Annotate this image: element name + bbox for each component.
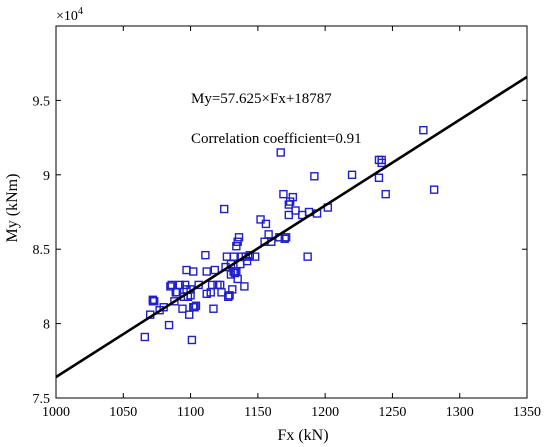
- data-point: [279, 189, 288, 199]
- data-point: [291, 206, 300, 215]
- x-axis-label: Fx (kN): [277, 427, 328, 444]
- regression-line: [55, 75, 528, 379]
- data-point: [229, 252, 238, 261]
- data-point: [240, 282, 249, 291]
- data-point: [210, 265, 219, 275]
- data-point: [242, 256, 252, 266]
- data-point: [164, 320, 174, 330]
- y-tick-label: 8.5: [33, 243, 51, 258]
- fit-equation-annotation: My=57.625×Fx+18787: [191, 91, 332, 107]
- y-axis-label: My (kNm): [4, 174, 21, 243]
- y-tick-label: 9.5: [33, 94, 51, 109]
- x-tick-label: 1100: [177, 405, 204, 420]
- data-point: [285, 197, 295, 206]
- data-point: [429, 185, 439, 194]
- data-point: [233, 237, 242, 246]
- data-point: [374, 173, 384, 182]
- data-point: [284, 210, 294, 220]
- data-point: [288, 192, 298, 202]
- data-point: [150, 297, 159, 306]
- data-point: [202, 267, 211, 276]
- data-point: [225, 291, 234, 300]
- data-point: [234, 233, 244, 242]
- data-point: [377, 158, 386, 168]
- y-tick-label: 7.5: [33, 392, 51, 407]
- correlation-annotation: Correlation coefficient=0.91: [191, 131, 362, 147]
- data-point: [180, 280, 190, 290]
- data-point: [207, 280, 217, 290]
- data-point: [201, 250, 210, 260]
- data-point: [303, 252, 312, 261]
- data-point: [280, 234, 289, 243]
- y-axis-multiplier: ×104: [56, 6, 83, 24]
- x-tick-label: 1200: [311, 405, 339, 420]
- data-point: [419, 125, 428, 135]
- data-point: [187, 335, 197, 345]
- data-point: [256, 215, 265, 224]
- data-point: [276, 148, 285, 157]
- axes-frame: [55, 25, 528, 399]
- data-point: [310, 172, 319, 181]
- data-point: [250, 252, 260, 261]
- x-tick-label: 1150: [244, 405, 271, 420]
- data-point: [190, 303, 199, 312]
- data-point: [261, 219, 271, 229]
- fit-line-layer: [55, 75, 528, 379]
- data-point: [191, 301, 201, 310]
- data-point: [381, 189, 390, 199]
- y-axis-multiplier-exponent: 4: [78, 6, 83, 17]
- data-point: [233, 274, 242, 284]
- x-tick-label: 1050: [109, 405, 137, 420]
- data-point: [232, 242, 241, 251]
- x-tick-label: 1000: [42, 405, 70, 420]
- data-point: [217, 288, 226, 297]
- x-tick-label: 1350: [513, 405, 541, 420]
- data-point: [140, 332, 150, 342]
- y-tick-label: 8: [43, 318, 50, 333]
- data-point: [209, 304, 218, 313]
- data-point: [166, 282, 175, 291]
- data-point: [220, 204, 229, 214]
- data-point: [170, 297, 179, 306]
- x-tick-label: 1250: [378, 405, 406, 420]
- data-point: [281, 233, 291, 242]
- data-point: [189, 267, 198, 276]
- data-markers: [140, 125, 439, 345]
- data-point: [347, 170, 357, 180]
- data-point: [178, 304, 187, 313]
- axes: 1000 1050 1100 1150 1200 1250 1300 1350 7.5 8 8.5 9…: [33, 25, 541, 420]
- x-tick-label: 1300: [446, 405, 474, 420]
- data-point: [175, 280, 185, 290]
- data-point: [228, 285, 237, 294]
- y-tick-label: 9: [43, 169, 50, 184]
